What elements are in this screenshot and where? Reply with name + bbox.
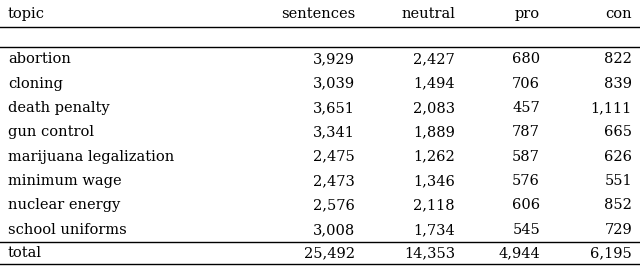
Text: 2,475: 2,475 — [313, 150, 355, 164]
Text: 606: 606 — [512, 198, 540, 212]
Text: marijuana legalization: marijuana legalization — [8, 150, 174, 164]
Text: 665: 665 — [604, 125, 632, 139]
Text: gun control: gun control — [8, 125, 94, 139]
Text: 25,492: 25,492 — [304, 246, 355, 260]
Text: 14,353: 14,353 — [404, 246, 455, 260]
Text: 822: 822 — [604, 52, 632, 66]
Text: 3,651: 3,651 — [313, 101, 355, 115]
Text: total: total — [8, 246, 42, 260]
Text: neutral: neutral — [401, 7, 455, 21]
Text: 852: 852 — [604, 198, 632, 212]
Text: abortion: abortion — [8, 52, 71, 66]
Text: 587: 587 — [512, 150, 540, 164]
Text: 2,083: 2,083 — [413, 101, 455, 115]
Text: 2,118: 2,118 — [413, 198, 455, 212]
Text: 706: 706 — [512, 77, 540, 91]
Text: 2,473: 2,473 — [313, 174, 355, 188]
Text: 3,039: 3,039 — [313, 77, 355, 91]
Text: 1,734: 1,734 — [413, 223, 455, 237]
Text: topic: topic — [8, 7, 45, 21]
Text: sentences: sentences — [281, 7, 355, 21]
Text: death penalty: death penalty — [8, 101, 109, 115]
Text: 787: 787 — [512, 125, 540, 139]
Text: 3,929: 3,929 — [313, 52, 355, 66]
Text: 6,195: 6,195 — [590, 246, 632, 260]
Text: 626: 626 — [604, 150, 632, 164]
Text: pro: pro — [515, 7, 540, 21]
Text: 576: 576 — [512, 174, 540, 188]
Text: 1,111: 1,111 — [591, 101, 632, 115]
Text: con: con — [605, 7, 632, 21]
Text: 1,262: 1,262 — [413, 150, 455, 164]
Text: 1,346: 1,346 — [413, 174, 455, 188]
Text: cloning: cloning — [8, 77, 63, 91]
Text: 3,008: 3,008 — [313, 223, 355, 237]
Text: 680: 680 — [512, 52, 540, 66]
Text: nuclear energy: nuclear energy — [8, 198, 120, 212]
Text: 4,944: 4,944 — [499, 246, 540, 260]
Text: 729: 729 — [604, 223, 632, 237]
Text: 2,576: 2,576 — [313, 198, 355, 212]
Text: minimum wage: minimum wage — [8, 174, 122, 188]
Text: 1,494: 1,494 — [413, 77, 455, 91]
Text: 457: 457 — [512, 101, 540, 115]
Text: 3,341: 3,341 — [313, 125, 355, 139]
Text: 545: 545 — [512, 223, 540, 237]
Text: 551: 551 — [604, 174, 632, 188]
Text: 1,889: 1,889 — [413, 125, 455, 139]
Text: 2,427: 2,427 — [413, 52, 455, 66]
Text: 839: 839 — [604, 77, 632, 91]
Text: school uniforms: school uniforms — [8, 223, 127, 237]
